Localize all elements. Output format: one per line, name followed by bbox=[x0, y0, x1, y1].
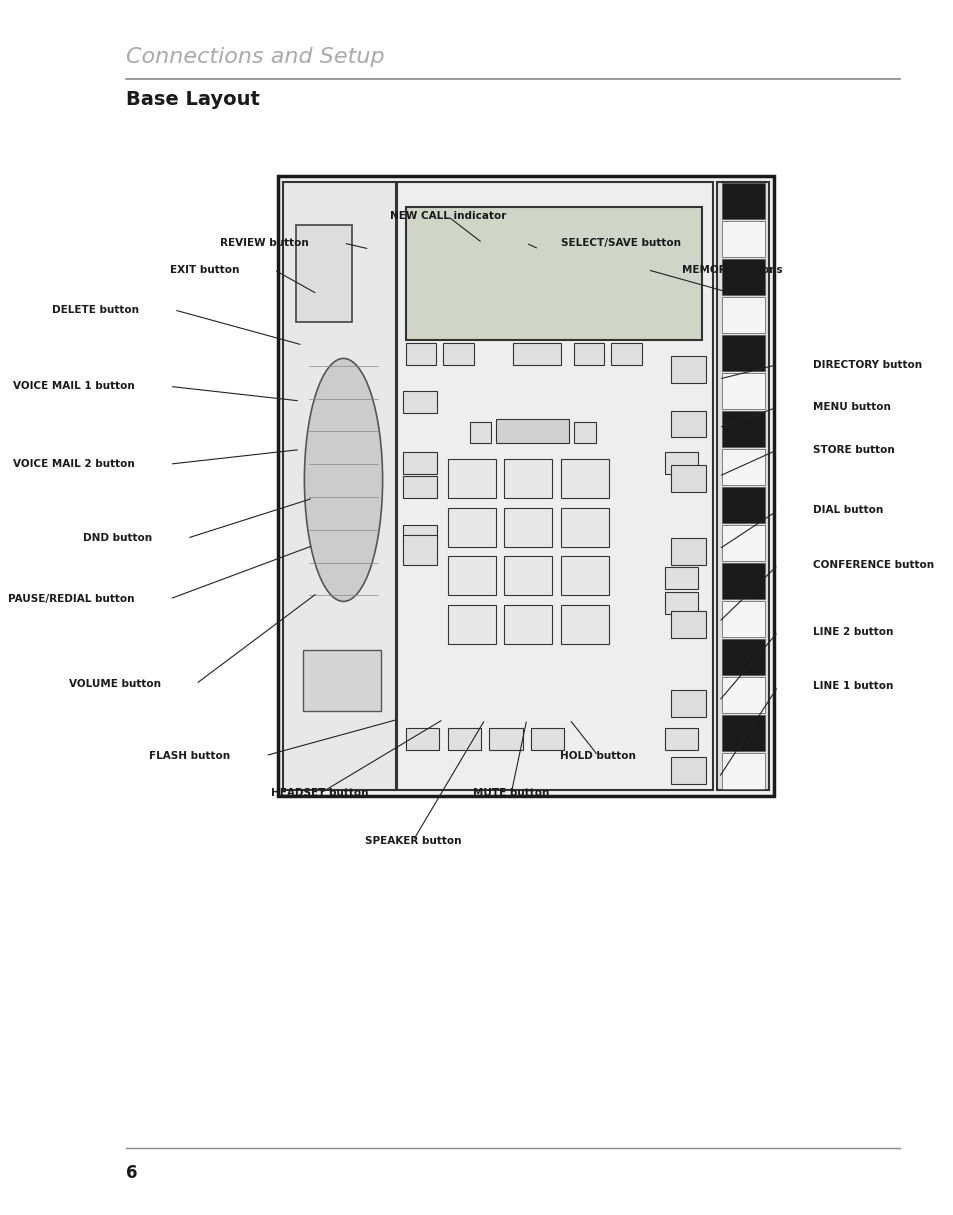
Bar bbox=[720, 260, 764, 295]
Bar bbox=[720, 450, 764, 485]
Bar bbox=[560, 459, 608, 498]
Bar bbox=[720, 183, 764, 219]
Bar bbox=[447, 508, 495, 547]
Text: MENU button: MENU button bbox=[812, 402, 890, 412]
Text: Connections and Setup: Connections and Setup bbox=[126, 47, 384, 67]
Bar bbox=[447, 556, 495, 595]
Bar bbox=[720, 487, 764, 522]
Text: SPEAKER button: SPEAKER button bbox=[364, 836, 461, 846]
Bar bbox=[406, 728, 438, 750]
Bar bbox=[402, 476, 436, 498]
Bar bbox=[302, 650, 380, 711]
Bar bbox=[282, 182, 395, 790]
Text: MUTE button: MUTE button bbox=[473, 789, 549, 798]
Bar bbox=[406, 207, 701, 340]
Text: REVIEW button: REVIEW button bbox=[220, 238, 309, 248]
Text: DND button: DND button bbox=[83, 533, 152, 543]
Bar bbox=[489, 728, 522, 750]
Bar bbox=[664, 567, 698, 589]
Text: NEW CALL indicator: NEW CALL indicator bbox=[389, 211, 505, 221]
Bar bbox=[720, 639, 764, 674]
Text: VOICE MAIL 2 button: VOICE MAIL 2 button bbox=[13, 459, 134, 469]
Bar bbox=[720, 753, 764, 789]
Bar bbox=[670, 411, 705, 437]
Text: LINE 2 button: LINE 2 button bbox=[812, 627, 892, 637]
Bar bbox=[670, 465, 705, 492]
Bar bbox=[720, 298, 764, 333]
Bar bbox=[720, 335, 764, 371]
Bar bbox=[664, 592, 698, 614]
Bar bbox=[611, 343, 641, 364]
Bar bbox=[447, 605, 495, 644]
Bar bbox=[531, 728, 563, 750]
Ellipse shape bbox=[304, 358, 382, 601]
Bar bbox=[504, 605, 552, 644]
Text: CONFERENCE button: CONFERENCE button bbox=[812, 560, 933, 570]
Bar bbox=[670, 538, 705, 565]
Bar bbox=[720, 221, 764, 258]
Bar bbox=[406, 343, 436, 364]
Text: DIAL button: DIAL button bbox=[812, 505, 882, 515]
Bar bbox=[402, 391, 436, 413]
Bar bbox=[720, 714, 764, 751]
Bar bbox=[469, 422, 491, 443]
Text: HEADSET button: HEADSET button bbox=[271, 789, 369, 798]
Text: MEMORY buttons: MEMORY buttons bbox=[681, 265, 782, 275]
Text: FLASH button: FLASH button bbox=[150, 751, 231, 761]
Text: LINE 1 button: LINE 1 button bbox=[812, 682, 892, 691]
Bar bbox=[670, 690, 705, 717]
Bar bbox=[573, 422, 595, 443]
Bar bbox=[504, 556, 552, 595]
Bar bbox=[670, 356, 705, 383]
Text: SELECT/SAVE button: SELECT/SAVE button bbox=[560, 238, 680, 248]
Bar bbox=[402, 452, 436, 474]
Bar bbox=[402, 535, 436, 565]
Bar bbox=[295, 225, 352, 322]
Bar bbox=[720, 564, 764, 599]
Text: EXIT button: EXIT button bbox=[170, 265, 239, 275]
Bar bbox=[504, 508, 552, 547]
Bar bbox=[560, 508, 608, 547]
Bar bbox=[573, 343, 603, 364]
Bar bbox=[447, 728, 480, 750]
Text: VOICE MAIL 1 button: VOICE MAIL 1 button bbox=[13, 382, 134, 391]
Text: 6: 6 bbox=[126, 1164, 137, 1182]
Bar bbox=[664, 728, 698, 750]
Bar bbox=[720, 677, 764, 712]
Bar bbox=[504, 459, 552, 498]
Bar bbox=[664, 452, 698, 474]
Bar bbox=[443, 343, 474, 364]
Bar bbox=[560, 556, 608, 595]
Bar bbox=[397, 182, 712, 790]
Bar bbox=[495, 419, 569, 443]
Text: STORE button: STORE button bbox=[812, 445, 894, 454]
Bar bbox=[720, 373, 764, 409]
Bar bbox=[560, 605, 608, 644]
Bar bbox=[717, 182, 768, 790]
Bar bbox=[447, 459, 495, 498]
Bar bbox=[513, 343, 560, 364]
Text: DELETE button: DELETE button bbox=[52, 305, 139, 315]
Bar bbox=[720, 411, 764, 447]
Text: DIRECTORY button: DIRECTORY button bbox=[812, 360, 921, 369]
Text: Base Layout: Base Layout bbox=[126, 90, 260, 109]
Bar bbox=[720, 601, 764, 637]
Text: HOLD button: HOLD button bbox=[559, 751, 636, 761]
Bar bbox=[720, 525, 764, 561]
Bar bbox=[670, 611, 705, 638]
Bar bbox=[278, 176, 773, 796]
Text: VOLUME button: VOLUME button bbox=[69, 679, 161, 689]
Bar bbox=[670, 757, 705, 784]
Bar bbox=[402, 525, 436, 547]
Text: PAUSE/REDIAL button: PAUSE/REDIAL button bbox=[9, 594, 134, 604]
